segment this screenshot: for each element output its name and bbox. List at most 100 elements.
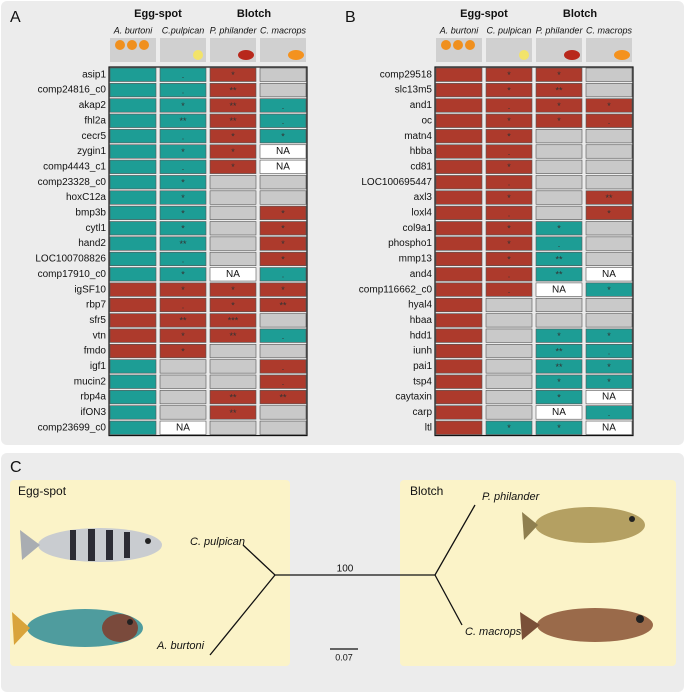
- cell: [159, 328, 207, 343]
- cell: [535, 205, 583, 220]
- gene-label: LOC100695447: [361, 177, 432, 188]
- significance: *: [557, 423, 561, 433]
- cell: [585, 328, 633, 343]
- cell: [585, 159, 633, 174]
- gene-label: igf1: [90, 361, 107, 372]
- species-label: C. pulpican: [486, 25, 531, 35]
- blotch-box: [400, 480, 676, 666]
- significance: **: [179, 239, 187, 249]
- significance: NA: [552, 407, 566, 418]
- significance: .: [282, 362, 285, 372]
- cell: [435, 282, 483, 297]
- cell: [159, 144, 207, 159]
- gene-label: axl3: [414, 192, 433, 203]
- fish-burtoni: [12, 609, 143, 647]
- significance: *: [507, 70, 511, 80]
- gene-label: pai1: [413, 361, 432, 372]
- leaf-label: A. burtoni: [156, 640, 205, 652]
- significance: NA: [602, 269, 616, 280]
- significance: NA: [276, 161, 290, 172]
- cell: [535, 113, 583, 128]
- cell: [159, 98, 207, 113]
- gene-label: igSF10: [74, 284, 106, 295]
- spot-icon: [441, 40, 451, 50]
- cell: [435, 236, 483, 251]
- cell: [485, 420, 533, 435]
- cell: [485, 98, 533, 113]
- cell: [109, 236, 157, 251]
- scale-label: 0.07: [335, 652, 353, 662]
- significance: *: [181, 224, 185, 234]
- significance: .: [508, 208, 511, 218]
- cell: [435, 98, 483, 113]
- significance: *: [281, 132, 285, 142]
- significance: *: [231, 147, 235, 157]
- significance: *: [507, 132, 511, 142]
- cell: [259, 159, 307, 174]
- cell: [585, 67, 633, 82]
- species-label: A. burtoni: [439, 25, 480, 35]
- cell: [159, 83, 207, 98]
- cell: [209, 313, 257, 328]
- cell: [535, 144, 583, 159]
- cell: [535, 190, 583, 205]
- cell: [585, 129, 633, 144]
- spot-icon: [193, 50, 203, 60]
- gene-label: oc: [421, 115, 432, 126]
- significance: *: [507, 116, 511, 126]
- cell: [109, 83, 157, 98]
- cell: [435, 221, 483, 236]
- significance: .: [508, 285, 511, 295]
- cell: [585, 98, 633, 113]
- cell: [485, 405, 533, 420]
- cell: [209, 175, 257, 190]
- cell: [435, 374, 483, 389]
- species-label: P. philander: [536, 25, 584, 35]
- cell: [485, 282, 533, 297]
- cell: [109, 175, 157, 190]
- significance: NA: [226, 269, 240, 280]
- cell: [535, 420, 583, 435]
- cell: [435, 251, 483, 266]
- cell: [109, 405, 157, 420]
- significance: .: [282, 116, 285, 126]
- cell: [535, 359, 583, 374]
- significance: *: [507, 85, 511, 95]
- significance: *: [607, 362, 611, 372]
- significance: *: [281, 239, 285, 249]
- gene-label: comp23699_c0: [38, 422, 107, 433]
- cell: [535, 159, 583, 174]
- cell: [159, 405, 207, 420]
- cell: [435, 313, 483, 328]
- cell: [435, 390, 483, 405]
- gene-label: hdd1: [410, 330, 433, 341]
- spot-icon: [115, 40, 125, 50]
- significance: *: [281, 285, 285, 295]
- significance: **: [229, 408, 237, 418]
- cell: [259, 190, 307, 205]
- cell: [109, 190, 157, 205]
- cell: [535, 328, 583, 343]
- gene-label: zygin1: [77, 146, 106, 157]
- significance: **: [229, 85, 237, 95]
- significance: .: [282, 377, 285, 387]
- group-label: Blotch: [410, 484, 443, 498]
- gene-label: tsp4: [413, 376, 432, 387]
- significance: NA: [176, 422, 190, 433]
- cell: [209, 297, 257, 313]
- significance: .: [182, 254, 185, 264]
- significance: **: [229, 331, 237, 341]
- cell: [159, 159, 207, 174]
- significance: .: [508, 270, 511, 280]
- cell: [435, 144, 483, 159]
- cell: [535, 390, 583, 405]
- cell: [435, 343, 483, 359]
- cell: [159, 282, 207, 297]
- significance: NA: [276, 146, 290, 157]
- cell: [159, 359, 207, 374]
- cell: [535, 67, 583, 82]
- significance: **: [229, 116, 237, 126]
- cell: [259, 236, 307, 251]
- cell: [585, 405, 633, 420]
- significance: *: [607, 331, 611, 341]
